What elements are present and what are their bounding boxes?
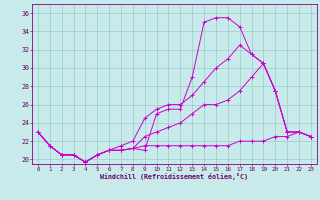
X-axis label: Windchill (Refroidissement éolien,°C): Windchill (Refroidissement éolien,°C) (100, 173, 248, 180)
